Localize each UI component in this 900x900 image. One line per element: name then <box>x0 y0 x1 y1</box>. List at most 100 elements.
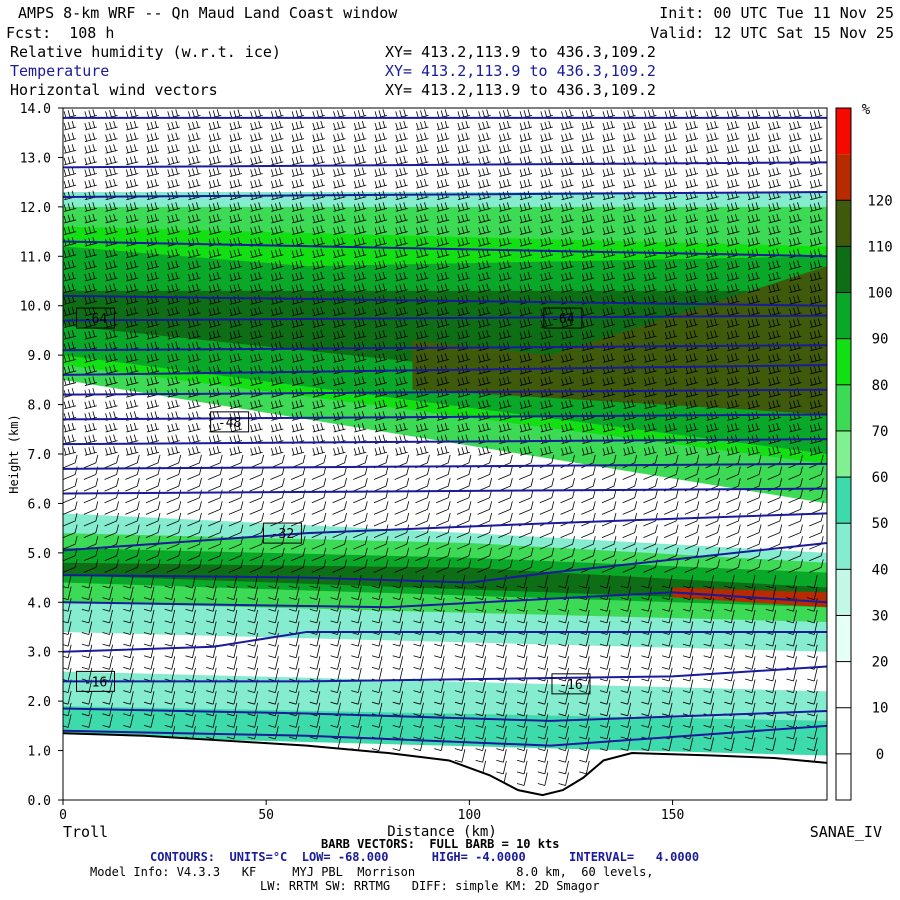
wind-barb <box>436 306 450 317</box>
wind-barb <box>206 586 217 601</box>
wind-barb <box>145 547 161 562</box>
model-physics: LW: RRTM SW: RRTMG DIFF: simple KM: 2D S… <box>260 879 600 893</box>
wind-barb <box>744 667 756 682</box>
wind-barb <box>146 271 160 282</box>
wind-barb <box>599 702 611 717</box>
wind-barb <box>125 329 139 340</box>
wind-barb <box>105 144 118 154</box>
wind-barb <box>268 621 279 635</box>
wind-barb <box>498 144 512 154</box>
wind-barb <box>333 225 346 235</box>
wind-barb <box>768 271 781 282</box>
wind-barb <box>789 260 802 270</box>
wind-barb <box>498 132 512 143</box>
wind-barb <box>392 644 404 659</box>
wind-barb <box>747 411 761 421</box>
wind-barb <box>270 547 285 562</box>
wind-barb <box>789 411 802 421</box>
wind-barb <box>309 644 321 659</box>
wind-barb <box>415 512 430 527</box>
wind-barb <box>620 574 632 589</box>
wind-barb <box>291 120 305 131</box>
y-tick-label: 2.0 <box>28 695 51 710</box>
wind-barb <box>747 422 761 433</box>
wind-barb <box>353 167 367 177</box>
wind-barb <box>166 466 182 480</box>
wind-barb <box>599 574 611 589</box>
wind-barb <box>602 271 616 282</box>
wind-barb <box>789 178 802 189</box>
wind-barb <box>456 559 472 573</box>
wind-barb <box>206 714 217 728</box>
wind-barb <box>706 132 719 143</box>
wind-barb <box>167 271 180 282</box>
wind-barb <box>208 260 222 270</box>
wind-barb <box>682 598 694 612</box>
wind-barb <box>644 178 657 189</box>
wind-barb <box>519 283 533 294</box>
x-tick-label: 0 <box>59 808 67 823</box>
wind-barb <box>187 466 202 480</box>
wind-barb <box>809 237 823 247</box>
wind-barb <box>185 609 196 624</box>
wind-barb <box>63 178 77 189</box>
wind-barb <box>145 478 161 492</box>
wind-barb <box>809 225 823 235</box>
wind-barb <box>560 489 575 504</box>
wind-barb <box>167 155 180 166</box>
wind-barb <box>395 144 408 154</box>
wind-barb <box>247 621 259 635</box>
wind-barb <box>229 178 243 189</box>
wind-barb <box>226 656 238 670</box>
wind-barb <box>599 667 611 682</box>
wind-barb <box>539 501 555 515</box>
isotherm-label-box <box>551 673 591 695</box>
wind-barb <box>644 364 657 375</box>
wind-barb <box>685 190 698 201</box>
wind-barb <box>188 260 201 270</box>
wind-barb <box>166 454 182 469</box>
wind-barb <box>208 399 222 410</box>
wind-barb <box>270 167 284 177</box>
wind-barb <box>644 411 657 421</box>
wind-barb <box>84 144 97 154</box>
wind-barb <box>164 609 176 624</box>
wind-barb <box>353 559 368 573</box>
wind-barb <box>475 609 487 624</box>
wind-barb <box>188 446 201 456</box>
wind-barb <box>270 466 285 480</box>
wind-barb <box>187 512 202 527</box>
wind-barb <box>416 213 429 224</box>
wind-barb <box>664 501 679 515</box>
wind-barb <box>498 260 512 270</box>
wind-barb <box>291 422 305 433</box>
wind-barb <box>786 737 797 752</box>
wind-barb <box>104 512 119 527</box>
wind-barb <box>581 388 595 398</box>
wind-barb <box>478 271 491 282</box>
wind-barb <box>164 702 176 717</box>
wind-barb <box>620 644 632 659</box>
wind-barb <box>643 489 658 504</box>
wind-barb <box>84 167 97 177</box>
wind-barb <box>519 132 533 143</box>
isotherm <box>63 487 827 495</box>
wind-barb <box>622 454 638 469</box>
wind-barb <box>312 248 325 259</box>
wind-barb <box>786 702 797 717</box>
wind-barb <box>226 691 238 705</box>
wind-barb <box>270 213 284 224</box>
wind-barb <box>768 178 781 189</box>
wind-barb <box>392 691 404 705</box>
x-tick-label: 100 <box>458 808 481 823</box>
field-temp-name: Temperature <box>10 62 110 80</box>
temperature-contours <box>63 116 827 747</box>
wind-barb <box>601 547 617 562</box>
wind-barb <box>270 144 284 154</box>
wind-barb <box>291 178 305 189</box>
wind-barb <box>185 586 196 601</box>
wind-barb <box>415 559 430 573</box>
wind-barb <box>123 621 134 635</box>
wind-barb <box>146 376 160 386</box>
wind-barb <box>685 260 698 270</box>
